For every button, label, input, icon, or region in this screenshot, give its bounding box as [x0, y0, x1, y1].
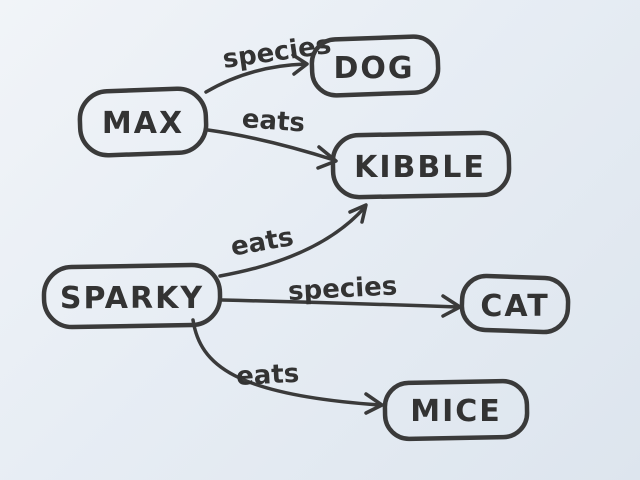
- edge-max-kibble: eats: [206, 104, 338, 170]
- edge-label-sparky-mice: eats: [235, 359, 300, 392]
- node-label-dog: DOG: [333, 51, 414, 86]
- node-max: MAX: [77, 86, 209, 158]
- node-label-mice: MICE: [410, 394, 502, 429]
- node-mice: MICE: [382, 378, 530, 442]
- node-dog: DOG: [309, 34, 441, 98]
- node-kibble: KIBBLE: [330, 130, 512, 200]
- edge-sparky-kibble: eats: [218, 203, 368, 278]
- edge-sparky-mice: eats: [191, 318, 384, 415]
- edge-label-sparky-cat: species: [287, 271, 398, 307]
- edge-sparky-cat: species: [220, 271, 462, 318]
- node-cat: CAT: [459, 273, 571, 335]
- edge-label-max-kibble: eats: [241, 104, 306, 138]
- node-label-cat: CAT: [480, 289, 549, 324]
- node-sparky: SPARKY: [41, 262, 223, 330]
- node-label-sparky: SPARKY: [60, 281, 204, 316]
- node-label-max: MAX: [102, 106, 184, 141]
- node-label-kibble: KIBBLE: [354, 150, 486, 185]
